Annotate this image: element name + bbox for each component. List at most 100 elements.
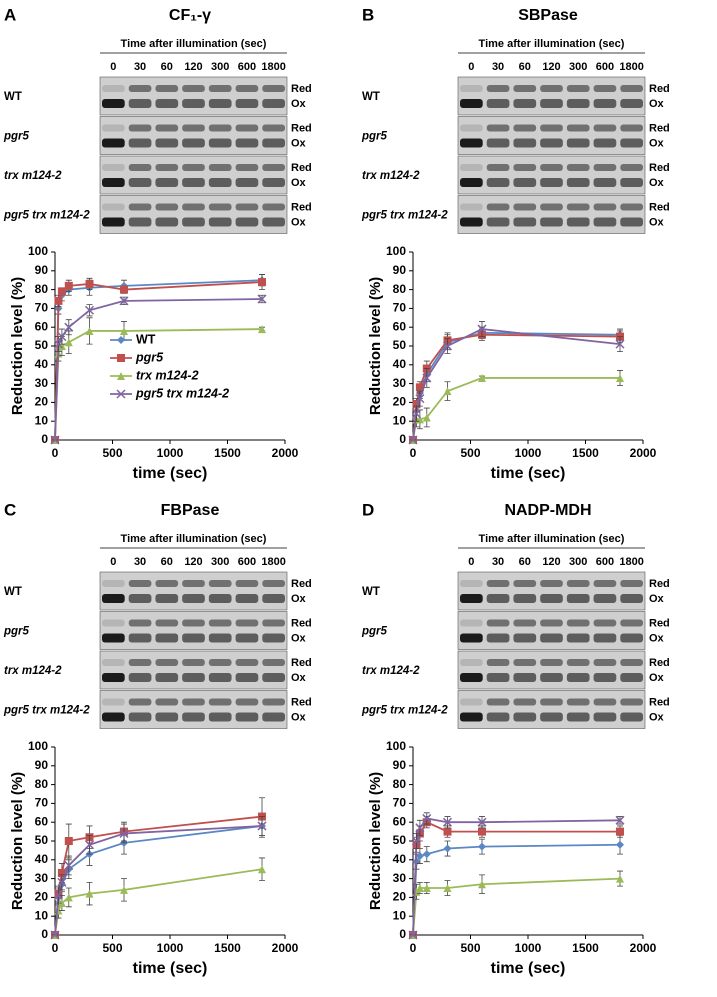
time-label: 60 xyxy=(161,556,173,568)
legend-label: trx m124-2 xyxy=(136,368,199,382)
marker xyxy=(408,930,418,940)
panel: C FBPase Time after illumination (sec) 0 30 6… xyxy=(3,500,312,977)
blot-band xyxy=(128,619,152,627)
blot-band xyxy=(128,712,152,722)
time-label: 600 xyxy=(596,556,614,568)
y-tick-label: 30 xyxy=(35,871,49,885)
blot-band xyxy=(540,673,563,682)
blot-band xyxy=(102,633,125,643)
blot-band xyxy=(620,580,643,587)
marker xyxy=(478,373,486,382)
blot-band xyxy=(155,698,179,706)
blot-band xyxy=(460,633,483,643)
y-tick-label: 50 xyxy=(35,833,49,847)
blot-row xyxy=(457,611,646,650)
marker xyxy=(422,850,431,859)
marker xyxy=(257,294,267,304)
blot-band xyxy=(155,580,179,587)
marker xyxy=(616,874,624,883)
band-label: Red xyxy=(291,162,312,174)
blot-band xyxy=(566,619,590,627)
blot-band xyxy=(128,594,152,603)
blot-band xyxy=(540,619,563,627)
time-label: 120 xyxy=(184,556,202,568)
time-label: 120 xyxy=(542,556,560,568)
band-label: Red xyxy=(649,617,670,629)
blot-band xyxy=(460,138,483,148)
blot-band xyxy=(208,659,232,666)
blot-band xyxy=(235,124,259,132)
blot-band xyxy=(182,99,205,108)
marker xyxy=(84,840,95,850)
marker xyxy=(117,354,125,362)
blot-band xyxy=(513,594,537,603)
marker xyxy=(64,860,74,870)
y-tick-label: 80 xyxy=(393,777,407,791)
band-label: Ox xyxy=(291,137,307,149)
blot-band xyxy=(182,594,205,603)
y-tick-label: 100 xyxy=(386,244,406,258)
blot-band xyxy=(102,178,125,187)
blot-band xyxy=(540,217,563,227)
blot-band xyxy=(593,203,617,211)
x-axis-label: time (sec) xyxy=(491,960,566,977)
time-label: 300 xyxy=(569,556,587,568)
blot-band xyxy=(235,178,259,187)
blot-band xyxy=(460,203,483,211)
blot-band xyxy=(540,164,563,171)
blot-band xyxy=(155,633,179,643)
y-tick-label: 30 xyxy=(35,376,49,390)
blot-band xyxy=(128,124,152,132)
blot-band xyxy=(486,164,510,171)
blot-band xyxy=(486,203,510,211)
blot-band xyxy=(513,138,537,148)
blot-row xyxy=(99,116,288,155)
blot-band xyxy=(262,698,285,706)
blot-band xyxy=(620,217,643,227)
blot-row xyxy=(457,195,646,234)
blot-band xyxy=(593,85,617,92)
series-line xyxy=(412,877,621,936)
row-label: pgr5 xyxy=(361,625,388,637)
panel: D NADP-MDH Time after illumination (sec) 0 3… xyxy=(361,500,670,977)
marker xyxy=(257,821,267,831)
blot-band xyxy=(486,698,510,706)
marker xyxy=(422,413,431,422)
blot-band xyxy=(102,673,125,682)
x-tick-label: 0 xyxy=(52,446,59,460)
blot-band xyxy=(102,217,125,227)
blot-band xyxy=(566,659,590,666)
marker xyxy=(412,400,421,409)
y-tick-label: 80 xyxy=(35,777,49,791)
blot-band xyxy=(486,85,510,92)
band-label: Ox xyxy=(649,137,665,149)
y-tick-label: 60 xyxy=(393,319,407,333)
marker xyxy=(411,409,421,419)
time-label: 0 xyxy=(468,61,474,73)
blot-band xyxy=(262,580,285,587)
y-tick-label: 0 xyxy=(41,432,48,446)
blot-row xyxy=(457,76,646,116)
x-tick-label: 1000 xyxy=(515,446,542,460)
marker xyxy=(57,287,66,296)
blot-band xyxy=(460,594,483,603)
blot-band xyxy=(235,85,259,92)
blot-band xyxy=(182,164,205,171)
blot-band xyxy=(235,217,259,227)
blot-band xyxy=(566,633,590,643)
marker xyxy=(85,326,94,335)
marker xyxy=(415,383,424,392)
blot-band xyxy=(486,673,510,682)
marker xyxy=(50,930,60,940)
y-tick-label: 0 xyxy=(399,927,406,941)
band-label: Ox xyxy=(291,632,307,644)
band-label: Ox xyxy=(649,177,665,189)
marker xyxy=(422,884,431,892)
blot-row xyxy=(99,690,288,729)
blot-band xyxy=(208,712,232,722)
band-label: Ox xyxy=(649,711,665,723)
blot-band xyxy=(102,698,125,706)
blot-band xyxy=(208,99,232,108)
y-tick-label: 40 xyxy=(35,357,49,371)
blot-band xyxy=(593,217,617,227)
